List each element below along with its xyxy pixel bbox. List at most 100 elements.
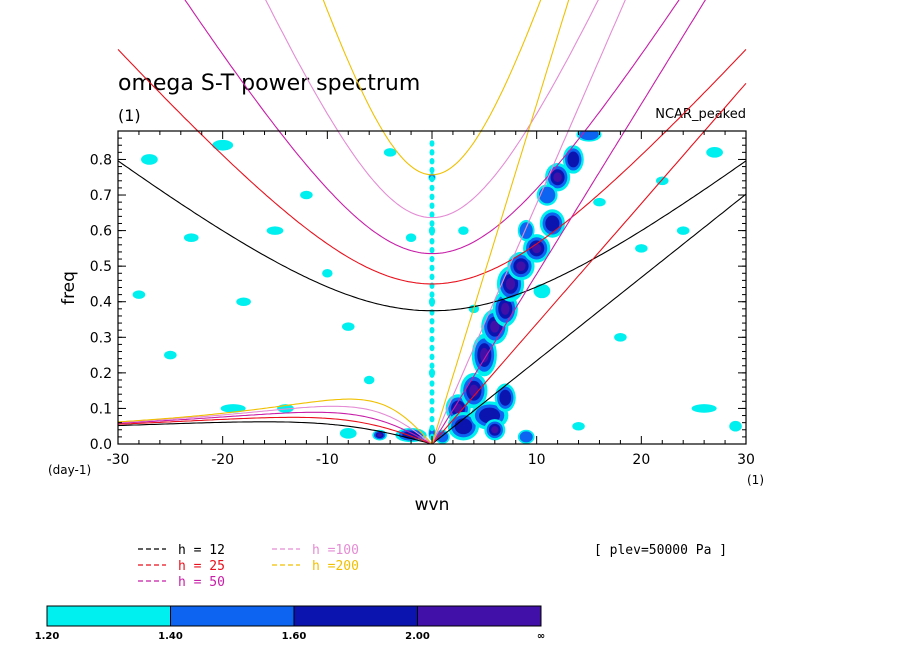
- dispersion-curve: [117, 416, 433, 445]
- dispersion-curves: [117, 0, 747, 445]
- strip-dot: [429, 424, 435, 432]
- strip-dot: [429, 309, 435, 316]
- dispersion-curve: [184, 0, 680, 255]
- contour-blob: [236, 297, 251, 306]
- y-tick-label: 0.2: [90, 366, 112, 382]
- contour-blob: [545, 215, 560, 232]
- strip-dot: [429, 202, 435, 209]
- dispersion-curve: [265, 0, 599, 219]
- contour-blob: [458, 226, 469, 235]
- dispersion-curve: [117, 411, 433, 445]
- strip-dot: [429, 300, 435, 307]
- contour-blob: [579, 131, 599, 141]
- legend-label: h = 25: [178, 559, 225, 574]
- colorbar: 1.20 1.40 1.60 2.00 ∞: [35, 605, 545, 642]
- strip-dot: [429, 415, 435, 423]
- contour-blob: [300, 190, 313, 200]
- strip-dot: [429, 291, 435, 298]
- dispersion-curve: [117, 405, 433, 445]
- strip-dot: [429, 193, 435, 201]
- contour-blob: [491, 426, 499, 434]
- strip-dot: [429, 407, 435, 414]
- contour-blob: [266, 226, 284, 235]
- strip-dot: [429, 149, 435, 156]
- strip-dot: [429, 344, 435, 352]
- y-axis-label: freq: [59, 271, 79, 305]
- contour-blob: [593, 197, 606, 207]
- contour-blob: [490, 320, 500, 333]
- dispersion-curve: [431, 0, 570, 445]
- x-tick-label: 30: [737, 452, 755, 468]
- plev-annotation: [ plev=50000 Pa ]: [594, 543, 727, 558]
- contour-blob: [567, 151, 580, 168]
- contour-blob: [691, 404, 717, 413]
- strip-dot: [429, 246, 435, 254]
- y-unit-label: (day-1): [48, 463, 91, 477]
- contour-blob: [339, 427, 357, 439]
- colorbar-segment: [46, 605, 171, 627]
- x-tick-label: -20: [211, 452, 234, 468]
- dispersion-curve: [322, 0, 542, 176]
- contour-blob: [141, 154, 158, 165]
- chart-subtitle-right: NCAR_peaked: [655, 107, 746, 122]
- contour-blob: [706, 147, 723, 158]
- strip-dot: [429, 353, 435, 361]
- contour-blob: [453, 403, 463, 414]
- contour-blob: [516, 261, 526, 271]
- dispersion-curve: [117, 49, 747, 285]
- contour-blob: [553, 172, 562, 183]
- strip-dot: [429, 255, 435, 263]
- contour-blob: [322, 269, 333, 278]
- x-tick-label: -30: [107, 452, 130, 468]
- y-tick-label: 0.0: [90, 437, 112, 453]
- strip-dot: [429, 362, 435, 369]
- dispersion-curve: [117, 398, 433, 445]
- strip-dot: [429, 175, 435, 183]
- legend-label: h = 12: [178, 543, 225, 558]
- colorbar-label: 1.60: [282, 631, 307, 642]
- contour-blob: [454, 418, 473, 435]
- y-tick-label: 0.6: [90, 224, 112, 240]
- contour-blob: [405, 233, 417, 242]
- strip-dot: [429, 380, 435, 387]
- strip-dot: [429, 335, 435, 343]
- strip-dot: [429, 220, 435, 227]
- contour-blob: [220, 404, 246, 413]
- contour-blob: [132, 290, 146, 299]
- strip-dot: [429, 318, 435, 325]
- y-tick-label: 0.8: [90, 152, 112, 168]
- dispersion-curve: [431, 0, 706, 445]
- contour-blob: [614, 333, 627, 342]
- x-tick-label: 10: [528, 452, 546, 468]
- contour-blob: [469, 384, 479, 397]
- contour-blob: [533, 283, 551, 299]
- colorbar-segment: [293, 605, 418, 627]
- dispersion-curve: [431, 0, 626, 445]
- x-unit-label: (1): [747, 473, 764, 487]
- strip-dot: [429, 273, 435, 281]
- zero-wavenumber-strip: [429, 140, 435, 441]
- contour-blob: [377, 433, 383, 437]
- contour-blob: [729, 420, 742, 432]
- colorbar-label: 1.20: [35, 631, 60, 642]
- axis-ticks: -30 -20 -10 0 10 20 30 0.0 0.1 0.2 0.3 0.4 0.5 0.6 0.7…: [90, 131, 755, 468]
- strip-dot: [429, 264, 435, 272]
- contour-blob: [499, 389, 512, 406]
- x-tick-label: 0: [428, 452, 437, 468]
- chart-subtitle-left: (1): [118, 106, 141, 125]
- dispersion-curve: [431, 193, 747, 445]
- strip-dot: [429, 140, 435, 147]
- y-tick-label: 0.5: [90, 259, 112, 275]
- x-tick-label: 20: [632, 452, 650, 468]
- legend-label: h =100: [312, 543, 359, 558]
- legend-label: h = 50: [178, 575, 225, 590]
- strip-dot: [429, 238, 435, 245]
- strip-dot: [429, 398, 435, 405]
- strip-dot: [429, 211, 435, 218]
- contour-blob: [183, 233, 199, 242]
- strip-dot: [429, 166, 435, 174]
- legend-label: h =200: [312, 559, 359, 574]
- y-tick-label: 0.4: [90, 295, 112, 311]
